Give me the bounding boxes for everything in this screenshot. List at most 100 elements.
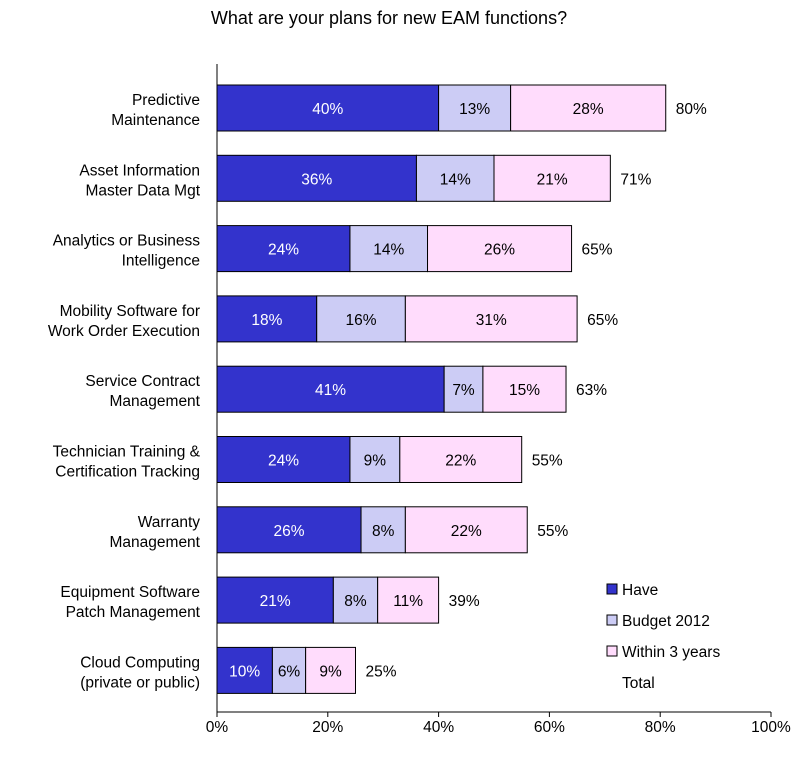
bar-value-label: 24%	[268, 242, 299, 259]
category-label-line: Analytics or Business	[53, 233, 201, 250]
category-label-line: Management	[110, 393, 201, 410]
total-value-label: 55%	[537, 523, 568, 540]
category-labels: Predictive Maintenance Asset Information Ma…	[48, 92, 201, 691]
bar-value-label: 41%	[315, 382, 346, 399]
category-label-line: Maintenance	[111, 112, 200, 129]
bar-value-label: 14%	[440, 171, 471, 188]
bar-value-label: 24%	[268, 453, 299, 470]
bar-segment-have	[216, 646, 273, 694]
bar-value-label: 8%	[344, 593, 367, 610]
bar-segment-within-3-years	[482, 365, 567, 413]
category-label-line: Intelligence	[122, 253, 200, 270]
bar-value-label: 10%	[229, 663, 260, 680]
bar-segment-have	[216, 576, 334, 624]
bar-segment-within-3-years	[377, 576, 440, 624]
category-label: Predictive Maintenance	[111, 92, 200, 129]
legend: Have Budget 2012 Within 3 years Total	[606, 582, 720, 692]
category-label-line: Certification Tracking	[55, 464, 200, 481]
bar-value-label: 9%	[319, 663, 342, 680]
bar-segment-have	[216, 295, 318, 343]
total-value-label: 71%	[620, 171, 651, 188]
bar-value-label: 40%	[312, 101, 343, 118]
bar-segment-within-3-years	[305, 646, 357, 694]
bars-group: 40% 13% 28% 80% 36% 14% 21% 71% 24% 14% 26% 65% 18% 1…	[216, 84, 707, 694]
bar-segment-budget-2012	[332, 576, 379, 624]
legend-label-total: Total	[622, 675, 655, 692]
bar-segment-within-3-years	[427, 225, 573, 273]
total-value-label: 65%	[587, 312, 618, 329]
legend-swatch-have	[606, 583, 618, 595]
category-label-line: Patch Management	[66, 604, 201, 621]
bar-value-label: 8%	[372, 523, 395, 540]
category-label: Asset Information Master Data Mgt	[79, 162, 200, 199]
bar-segment-have	[216, 365, 445, 413]
category-label-line: Asset Information	[79, 162, 200, 179]
bar-segment-budget-2012	[360, 506, 406, 554]
legend-label: Within 3 years	[622, 644, 720, 661]
bar-segment-have	[216, 84, 440, 132]
bar-segment-budget-2012	[443, 365, 484, 413]
bar-value-label: 21%	[537, 171, 568, 188]
bar-value-label: 26%	[484, 242, 515, 259]
bar-value-label: 22%	[451, 523, 482, 540]
category-label-line: Management	[110, 534, 201, 551]
total-value-label: 25%	[366, 663, 397, 680]
category-label: Warranty Management	[110, 514, 201, 551]
category-label: Equipment Software Patch Management	[60, 584, 200, 621]
bar-value-label: 22%	[445, 453, 476, 470]
total-value-label: 55%	[532, 453, 563, 470]
category-label-line: Service Contract	[85, 373, 200, 390]
x-tick-label: 40%	[423, 719, 454, 736]
category-label-line: Warranty	[138, 514, 201, 531]
bar-segment-within-3-years	[404, 295, 578, 343]
x-tick-label: 20%	[312, 719, 343, 736]
bar-segment-within-3-years	[510, 84, 667, 132]
category-label-line: Technician Training &	[53, 444, 201, 461]
legend-swatch-within-3-years	[606, 645, 618, 657]
x-tick-label: 80%	[645, 719, 676, 736]
category-label: Technician Training & Certification Track…	[53, 444, 201, 481]
bar-value-label: 6%	[278, 663, 301, 680]
category-label-line: (private or public)	[80, 674, 200, 691]
bar-segment-within-3-years	[493, 154, 611, 202]
legend-swatch-budget-2012	[606, 614, 618, 626]
bar-segment-budget-2012	[349, 436, 401, 483]
bar-value-label: 15%	[509, 382, 540, 399]
total-value-label: 63%	[576, 382, 607, 399]
total-value-label: 65%	[582, 242, 613, 259]
x-axis: 0% 20% 40% 60% 80% 100%	[206, 64, 791, 736]
chart-title: What are your plans for new EAM function…	[211, 8, 567, 28]
x-tick-label: 0%	[206, 719, 229, 736]
bar-segment-have	[216, 154, 417, 202]
bar-value-label: 7%	[452, 382, 475, 399]
category-label-line: Cloud Computing	[80, 654, 200, 671]
total-value-label: 39%	[449, 593, 480, 610]
bar-value-label: 16%	[346, 312, 377, 329]
category-label-line: Master Data Mgt	[85, 182, 200, 199]
bar-value-label: 31%	[476, 312, 507, 329]
bar-value-label: 9%	[364, 453, 387, 470]
category-label-line: Equipment Software	[60, 584, 200, 601]
bar-segment-budget-2012	[415, 154, 495, 202]
x-tick-label: 100%	[751, 719, 791, 736]
bar-value-label: 28%	[573, 101, 604, 118]
bar-value-label: 18%	[251, 312, 282, 329]
bar-segment-budget-2012	[349, 225, 429, 273]
bar-value-label: 13%	[459, 101, 490, 118]
category-label: Analytics or Business Intelligence	[53, 233, 201, 270]
total-value-label: 80%	[676, 101, 707, 118]
category-label: Cloud Computing (private or public)	[80, 654, 200, 691]
legend-label: Have	[622, 582, 658, 599]
category-label: Service Contract Management	[85, 373, 200, 410]
legend-label: Budget 2012	[622, 613, 710, 630]
bar-value-label: 14%	[373, 242, 404, 259]
category-label-line: Mobility Software for	[60, 303, 200, 320]
bar-segment-have	[216, 506, 362, 554]
bar-segment-budget-2012	[438, 84, 512, 132]
bar-segment-have	[216, 225, 351, 273]
x-tick-label: 60%	[534, 719, 565, 736]
bar-value-label: 36%	[301, 171, 332, 188]
category-label: Mobility Software for Work Order Executio…	[48, 303, 200, 340]
